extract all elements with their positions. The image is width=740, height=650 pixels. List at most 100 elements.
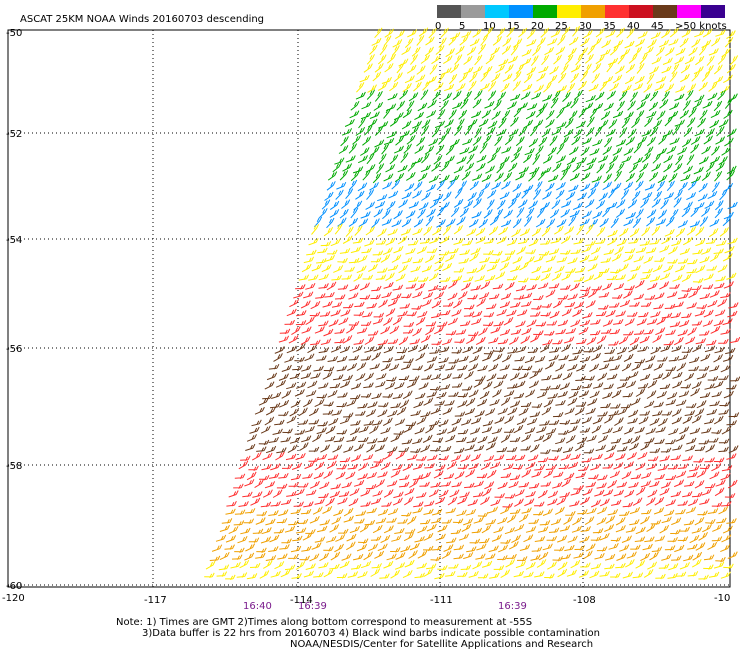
wind-barb	[602, 391, 613, 399]
wind-barb	[669, 283, 680, 290]
wind-barb	[665, 439, 676, 445]
wind-barb	[574, 301, 585, 309]
wind-barb	[715, 200, 724, 211]
wind-barb	[270, 570, 281, 578]
wind-barb	[540, 344, 550, 353]
wind-barb	[450, 528, 462, 535]
wind-barb	[487, 189, 497, 199]
wind-barb	[585, 126, 595, 137]
wind-barb	[415, 316, 426, 326]
wind-barb	[723, 211, 734, 220]
wind-barb	[382, 181, 393, 190]
wind-barb	[417, 310, 428, 318]
wind-barb	[407, 454, 418, 461]
wind-barb	[373, 208, 383, 218]
wind-barb	[679, 247, 690, 255]
wind-barb	[482, 487, 492, 497]
wind-barb	[616, 481, 628, 488]
wind-barb	[356, 327, 368, 334]
wind-barb	[686, 226, 697, 236]
wind-barb	[426, 356, 438, 363]
wind-barb	[488, 337, 499, 344]
wind-barb	[548, 490, 559, 499]
wind-barb	[472, 28, 482, 38]
wind-barb	[304, 353, 315, 362]
wind-barb	[708, 571, 720, 578]
wind-barb	[574, 545, 585, 551]
wind-barb	[445, 330, 457, 336]
wind-barb	[508, 480, 519, 489]
wind-barb	[369, 363, 380, 370]
wind-barb	[313, 572, 324, 578]
wind-barb	[624, 40, 635, 49]
wind-barb	[668, 563, 679, 571]
wind-barb	[412, 291, 423, 299]
wind-barb	[289, 298, 300, 308]
wind-barb	[514, 523, 525, 532]
wind-barb	[691, 71, 700, 82]
wind-barb	[726, 272, 737, 280]
wind-barb	[560, 136, 570, 146]
wind-barb	[518, 513, 529, 523]
wind-barb	[587, 398, 598, 406]
wind-barb	[711, 391, 722, 398]
wind-barb	[343, 445, 354, 453]
wind-barb	[674, 56, 685, 65]
wind-barb	[568, 390, 579, 399]
wind-barb	[637, 345, 648, 352]
wind-barb	[327, 249, 338, 256]
wind-barb	[701, 247, 712, 255]
wind-barb	[453, 267, 465, 273]
wind-barb	[585, 300, 596, 309]
wind-barb	[586, 435, 597, 442]
wind-barb	[244, 479, 255, 487]
wind-barb	[629, 519, 640, 526]
wind-barb	[452, 101, 463, 110]
wind-barb	[335, 534, 346, 542]
wind-barb	[420, 518, 431, 525]
wind-barb	[671, 239, 682, 247]
wind-barb	[507, 383, 518, 389]
wind-barb	[718, 438, 730, 445]
wind-barb	[509, 474, 521, 481]
wind-barb	[488, 226, 499, 236]
wind-barb	[474, 275, 485, 282]
wind-barb	[563, 516, 573, 525]
wind-barb	[276, 483, 288, 490]
wind-barb	[278, 472, 289, 479]
wind-barb	[290, 473, 302, 481]
wind-barb	[280, 436, 291, 443]
wind-barb	[260, 536, 272, 544]
wind-barb	[375, 517, 387, 524]
wind-barb	[696, 400, 707, 409]
wind-barb	[468, 331, 479, 337]
wind-barb	[440, 481, 452, 487]
wind-barb	[414, 536, 425, 543]
wind-barb	[592, 37, 602, 47]
wind-barb	[702, 28, 713, 38]
wind-barb	[675, 47, 686, 56]
map-title: ASCAT 25KM NOAA Winds 20160703 descendin…	[20, 14, 264, 25]
wind-barb	[727, 551, 738, 559]
wind-barb	[581, 137, 592, 145]
wind-barb	[543, 399, 554, 408]
wind-barb	[521, 300, 532, 307]
wind-barb	[453, 299, 463, 309]
wind-barb	[534, 84, 544, 93]
wind-barb	[537, 282, 549, 290]
wind-barb	[265, 407, 276, 416]
wind-barb	[334, 294, 346, 300]
wind-barb	[566, 156, 577, 166]
wind-barb	[631, 190, 641, 201]
wind-barb	[681, 312, 692, 319]
wind-barb	[475, 375, 486, 381]
wind-barb	[694, 445, 706, 452]
wind-barb	[386, 200, 396, 211]
wind-barb	[467, 294, 478, 300]
wind-barb	[679, 109, 689, 119]
wind-barb	[428, 272, 439, 282]
wind-barb	[660, 272, 671, 281]
wind-barb	[687, 180, 697, 191]
wind-barb	[612, 293, 623, 300]
wind-barb	[549, 209, 560, 219]
